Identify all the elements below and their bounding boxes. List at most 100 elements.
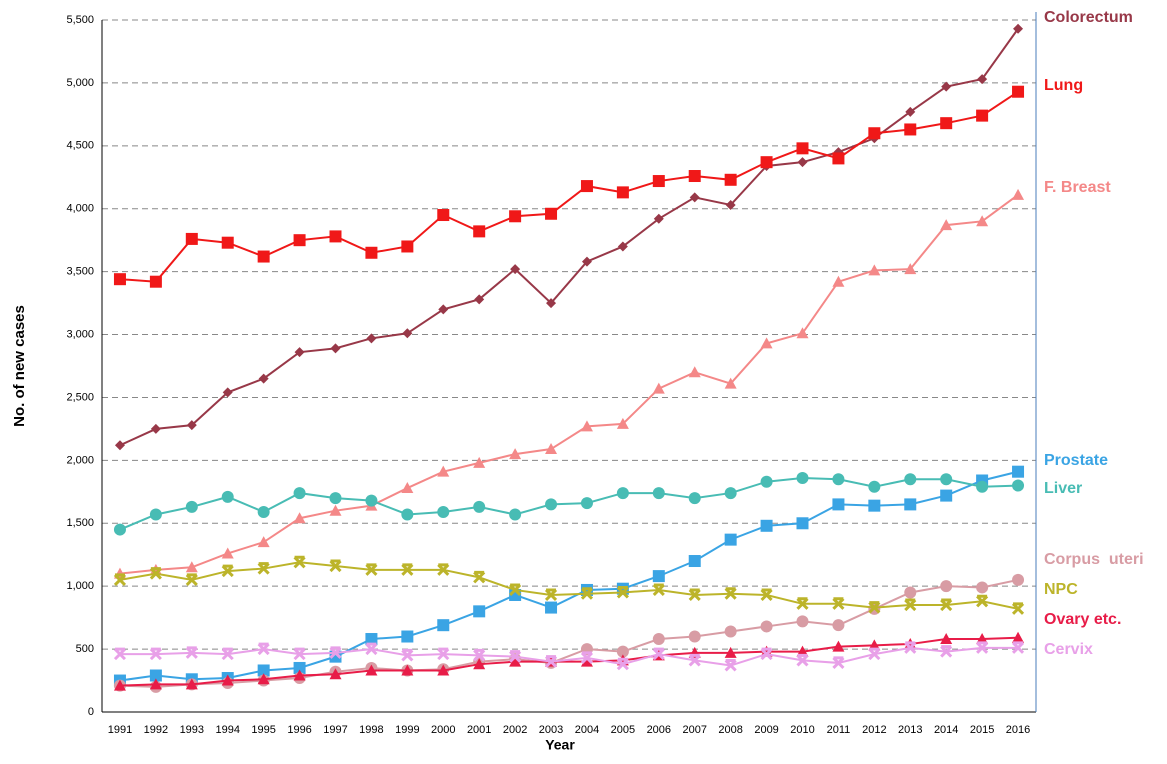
marker [437,465,450,477]
marker [904,598,917,612]
marker [940,489,953,502]
y-tick-label: 1,000 [66,580,94,592]
marker [329,668,342,680]
series-label: F. Breast [1044,179,1111,196]
marker [149,647,162,661]
marker [904,641,917,654]
x-tick-label: 1993 [180,724,204,736]
marker [868,127,881,140]
marker [652,487,665,500]
marker [473,658,486,670]
marker [1012,631,1025,643]
marker [149,669,162,682]
y-tick-label: 4,000 [66,203,94,215]
marker [329,504,342,516]
marker [724,658,737,672]
marker [293,555,306,569]
marker [113,273,126,286]
marker [257,642,270,656]
marker [580,420,593,432]
marker [221,674,234,686]
marker [796,517,809,530]
marker [832,597,845,610]
marker [329,230,342,243]
marker [544,588,558,602]
marker [401,648,414,662]
x-tick-label: 2009 [754,724,778,736]
series-label: Cervix [1044,641,1093,658]
x-tick-label: 2014 [934,724,958,736]
marker [149,275,162,288]
marker [760,519,773,532]
marker [329,492,342,505]
marker [976,633,989,645]
marker [509,655,522,667]
x-tick-label: 2002 [503,724,527,736]
x-tick-label: 1991 [108,724,132,736]
marker [760,475,773,488]
marker [257,505,270,518]
marker [688,653,701,667]
marker [401,630,414,643]
marker [185,232,198,245]
marker [329,559,342,573]
marker [509,448,522,460]
marker [293,234,306,247]
marker [688,630,701,643]
marker [366,333,377,344]
marker [401,664,414,676]
marker [1012,573,1025,586]
marker [257,536,270,548]
x-tick-label: 2005 [611,724,635,736]
marker [580,587,594,600]
marker [904,498,917,511]
series-label: NPC [1044,581,1078,598]
marker [149,508,162,521]
marker [186,420,197,431]
marker [904,473,917,486]
y-tick-label: 0 [88,706,94,718]
marker [904,586,917,599]
marker [221,236,234,249]
marker [940,633,953,645]
marker [976,215,989,227]
marker [221,547,234,559]
marker [185,561,198,573]
marker [653,213,664,224]
x-tick-label: 1994 [215,724,239,736]
marker [473,225,486,238]
marker [438,304,449,315]
marker [832,473,845,486]
marker [940,598,953,612]
x-tick-label: 2003 [539,724,563,736]
marker [293,487,306,500]
marker [1012,85,1025,98]
series-label: Corpus uteri [1044,551,1144,568]
marker [257,562,270,575]
marker [150,423,161,434]
marker [652,583,665,597]
y-tick-label: 2,000 [66,454,94,466]
marker [976,641,989,654]
marker [832,275,845,287]
marker [185,678,198,690]
marker [976,594,989,608]
marker [868,499,881,512]
marker [509,508,522,521]
marker [941,81,952,92]
y-tick-label: 2,500 [66,391,94,403]
marker [616,585,629,599]
x-tick-label: 2004 [575,724,599,736]
marker [616,487,629,500]
marker [545,498,558,511]
marker [796,142,809,155]
x-tick-label: 2012 [862,724,886,736]
x-tick-label: 1997 [323,724,347,736]
marker [473,605,486,618]
marker [688,492,701,505]
marker [474,294,485,305]
marker [113,679,126,691]
marker [545,601,558,614]
marker [546,298,557,309]
marker [365,494,378,507]
